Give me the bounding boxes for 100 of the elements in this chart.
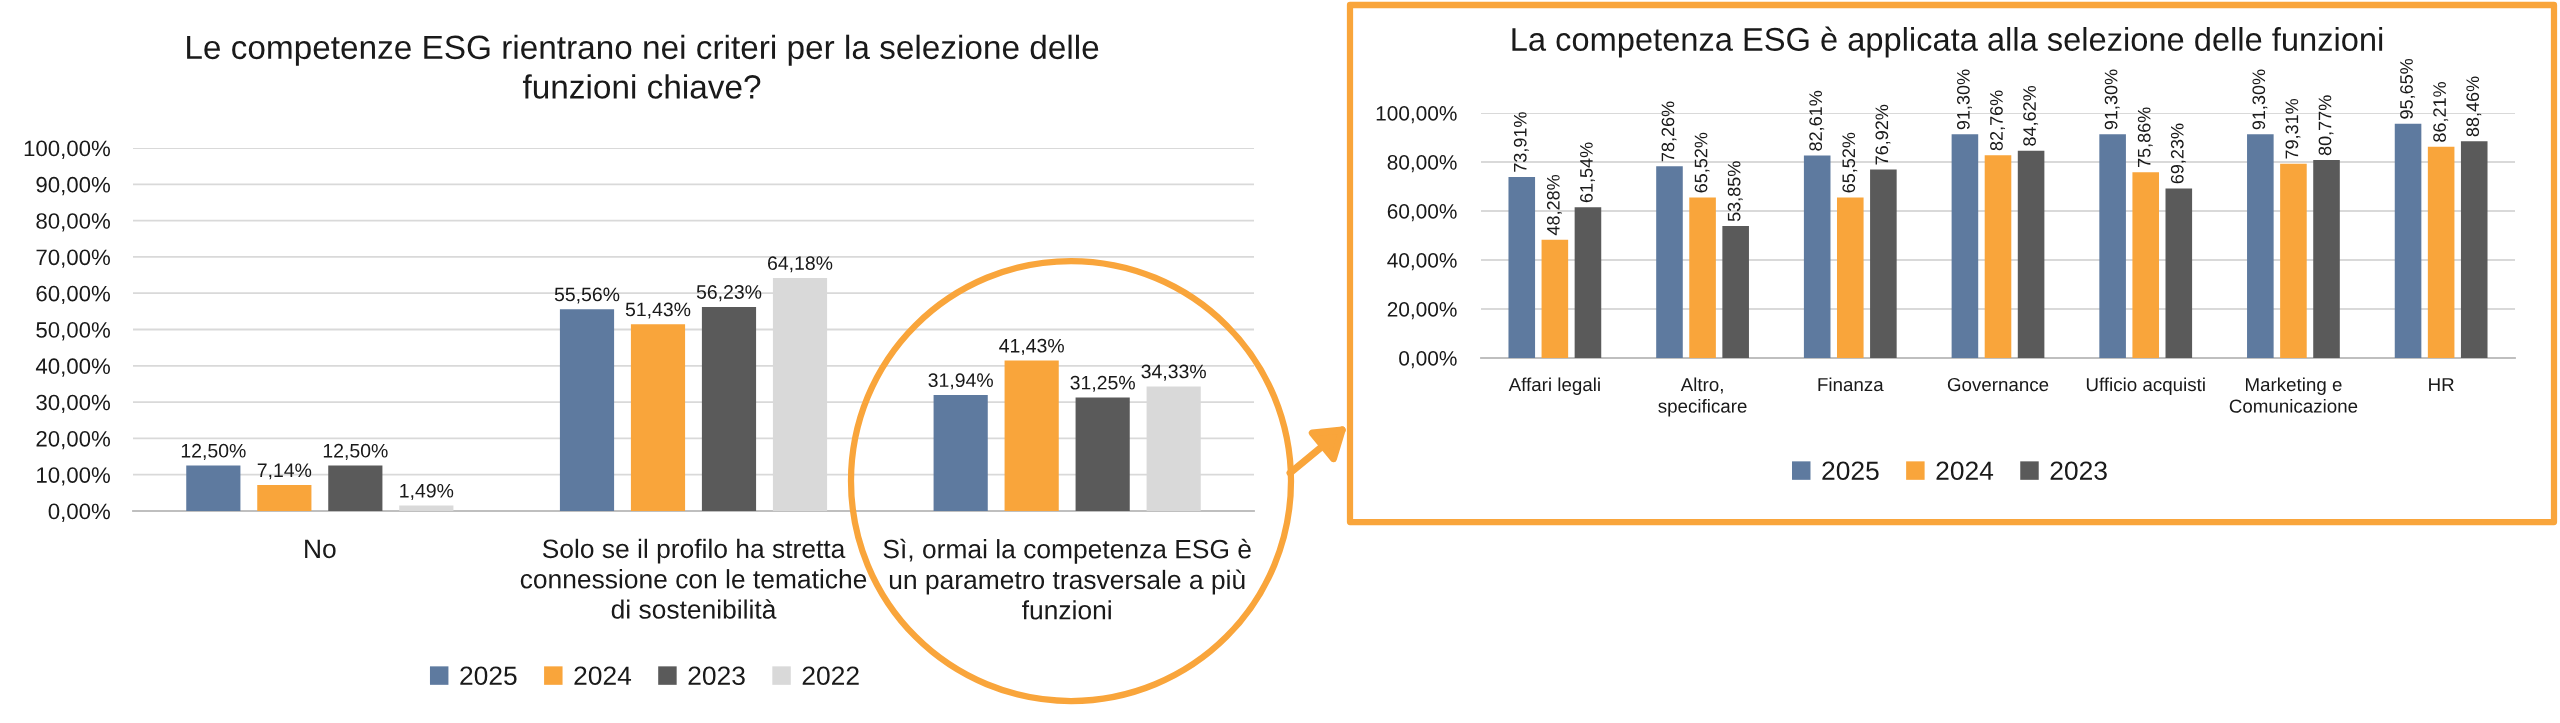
data-label: 7,14% [257, 463, 312, 480]
y-tick-label: 60,00% [36, 285, 110, 305]
y-tick-label: 60,00% [1387, 204, 1457, 222]
bar [2017, 150, 2045, 358]
bar [1803, 155, 1831, 358]
data-label: 91,30% [1956, 69, 1972, 130]
data-label: 55,56% [554, 287, 620, 304]
data-label: 31,25% [1070, 375, 1135, 392]
bar [2280, 163, 2307, 358]
x-tick-label: Finanza [1818, 377, 1884, 392]
y-tick-label: 80,00% [36, 213, 110, 232]
legend-label: 2025 [1822, 461, 1879, 481]
y-tick-label: 100,00% [24, 140, 110, 159]
bar [630, 324, 686, 511]
data-label: 84,62% [2023, 85, 2039, 146]
data-label: 65,52% [1694, 132, 1710, 193]
bar [1951, 134, 1979, 358]
x-tick-label: Solo se il profilo ha stretta connessione con le tematiche di sostenibilità [520, 538, 867, 619]
data-label: 61,54% [1580, 142, 1595, 203]
bar [1870, 169, 1897, 358]
data-label: 64,18% [768, 256, 833, 273]
data-label: 51,43% [625, 302, 691, 319]
data-label: 76,92% [1875, 104, 1891, 165]
data-label: 88,46% [2466, 76, 2482, 137]
y-tick-label: 40,00% [1387, 253, 1457, 271]
data-label: 53,85% [1727, 161, 1743, 222]
bar [1004, 360, 1059, 511]
bar [1574, 207, 1602, 358]
data-label: 65,52% [1842, 132, 1858, 193]
bar [933, 395, 988, 511]
y-tick-label: 0,00% [1399, 351, 1457, 369]
data-label: 91,30% [2104, 69, 2120, 130]
bar [559, 309, 615, 511]
bar [2132, 172, 2160, 358]
y-tick-label: 0,00% [48, 503, 110, 522]
data-label: 95,65% [2400, 58, 2416, 119]
data-label: 12,50% [323, 443, 388, 460]
legend-label: 2025 [460, 666, 517, 686]
bar [2247, 134, 2274, 358]
y-tick-label: 10,00% [37, 467, 110, 486]
bar [2165, 188, 2193, 358]
bar [257, 485, 312, 511]
x-tick-label: Sì, ormai la competenza ESG è un parametro trasversale a più funzioni [883, 538, 1251, 620]
legend-label: 2024 [574, 666, 632, 686]
data-label: 48,28% [1546, 174, 1562, 236]
bar [2394, 123, 2422, 358]
chart-title: La competenza ESG è applicata alla selezione delle funzioni [1512, 26, 2383, 58]
data-label: 91,30% [2252, 69, 2268, 130]
bar [1541, 239, 1569, 358]
data-label: 75,86% [2137, 107, 2153, 168]
bar [328, 465, 383, 511]
data-label: 82,76% [1990, 90, 2005, 151]
bar [2313, 160, 2340, 358]
data-label: 78,26% [1661, 101, 1677, 162]
bar [186, 465, 241, 511]
data-label: 12,50% [181, 443, 246, 460]
data-label: 34,33% [1141, 364, 1206, 381]
bar [701, 306, 757, 511]
legend-label: 2024 [1936, 461, 1994, 481]
data-label: 1,49% [400, 483, 454, 500]
data-label: 31,94% [928, 373, 993, 390]
bar [2460, 141, 2488, 358]
x-tick-label: No [305, 539, 336, 559]
x-tick-label: HR [2429, 378, 2454, 392]
y-tick-label: 40,00% [35, 358, 110, 377]
data-label: 79,31% [2285, 98, 2301, 159]
y-tick-label: 90,00% [36, 176, 110, 196]
data-label: 80,77% [2318, 95, 2334, 156]
x-tick-label: Governance [1947, 377, 2049, 392]
bar [1722, 226, 1749, 358]
data-label: 82,61% [1809, 90, 1825, 151]
bar [1075, 397, 1130, 511]
bar [1689, 197, 1716, 358]
data-label: 56,23% [696, 285, 762, 302]
y-tick-label: 100,00% [1376, 106, 1457, 124]
y-tick-label: 80,00% [1387, 155, 1457, 173]
bar [1508, 176, 1536, 358]
data-label: 73,91% [1513, 112, 1529, 172]
bar [2099, 134, 2126, 358]
bar [1836, 197, 1864, 358]
y-tick-label: 70,00% [36, 249, 110, 268]
x-tick-label: Marketing e Comunicazione [2229, 377, 2358, 413]
legend-label: 2023 [2050, 461, 2107, 481]
data-label: 86,21% [2433, 82, 2449, 142]
bar [2427, 146, 2455, 358]
x-tick-label: Ufficio acquisti [2086, 377, 2205, 395]
y-tick-label: 20,00% [36, 430, 110, 450]
bar [399, 505, 454, 511]
legend-label: 2022 [802, 666, 859, 686]
x-tick-label: Affari legali [1508, 377, 1600, 395]
bar [1656, 166, 1683, 358]
bar [1984, 155, 2012, 358]
chart-title: Le competenze ESG rientrano nei criteri per la selezione delle funzioni chiave? [187, 34, 1099, 99]
y-tick-label: 20,00% [1387, 302, 1457, 320]
x-tick-label: Altro, specificare [1658, 377, 1747, 417]
data-label: 41,43% [999, 338, 1064, 355]
y-tick-label: 50,00% [36, 322, 110, 341]
y-tick-label: 30,00% [36, 394, 110, 413]
data-label: 69,23% [2170, 123, 2186, 184]
legend-label: 2023 [688, 666, 745, 686]
